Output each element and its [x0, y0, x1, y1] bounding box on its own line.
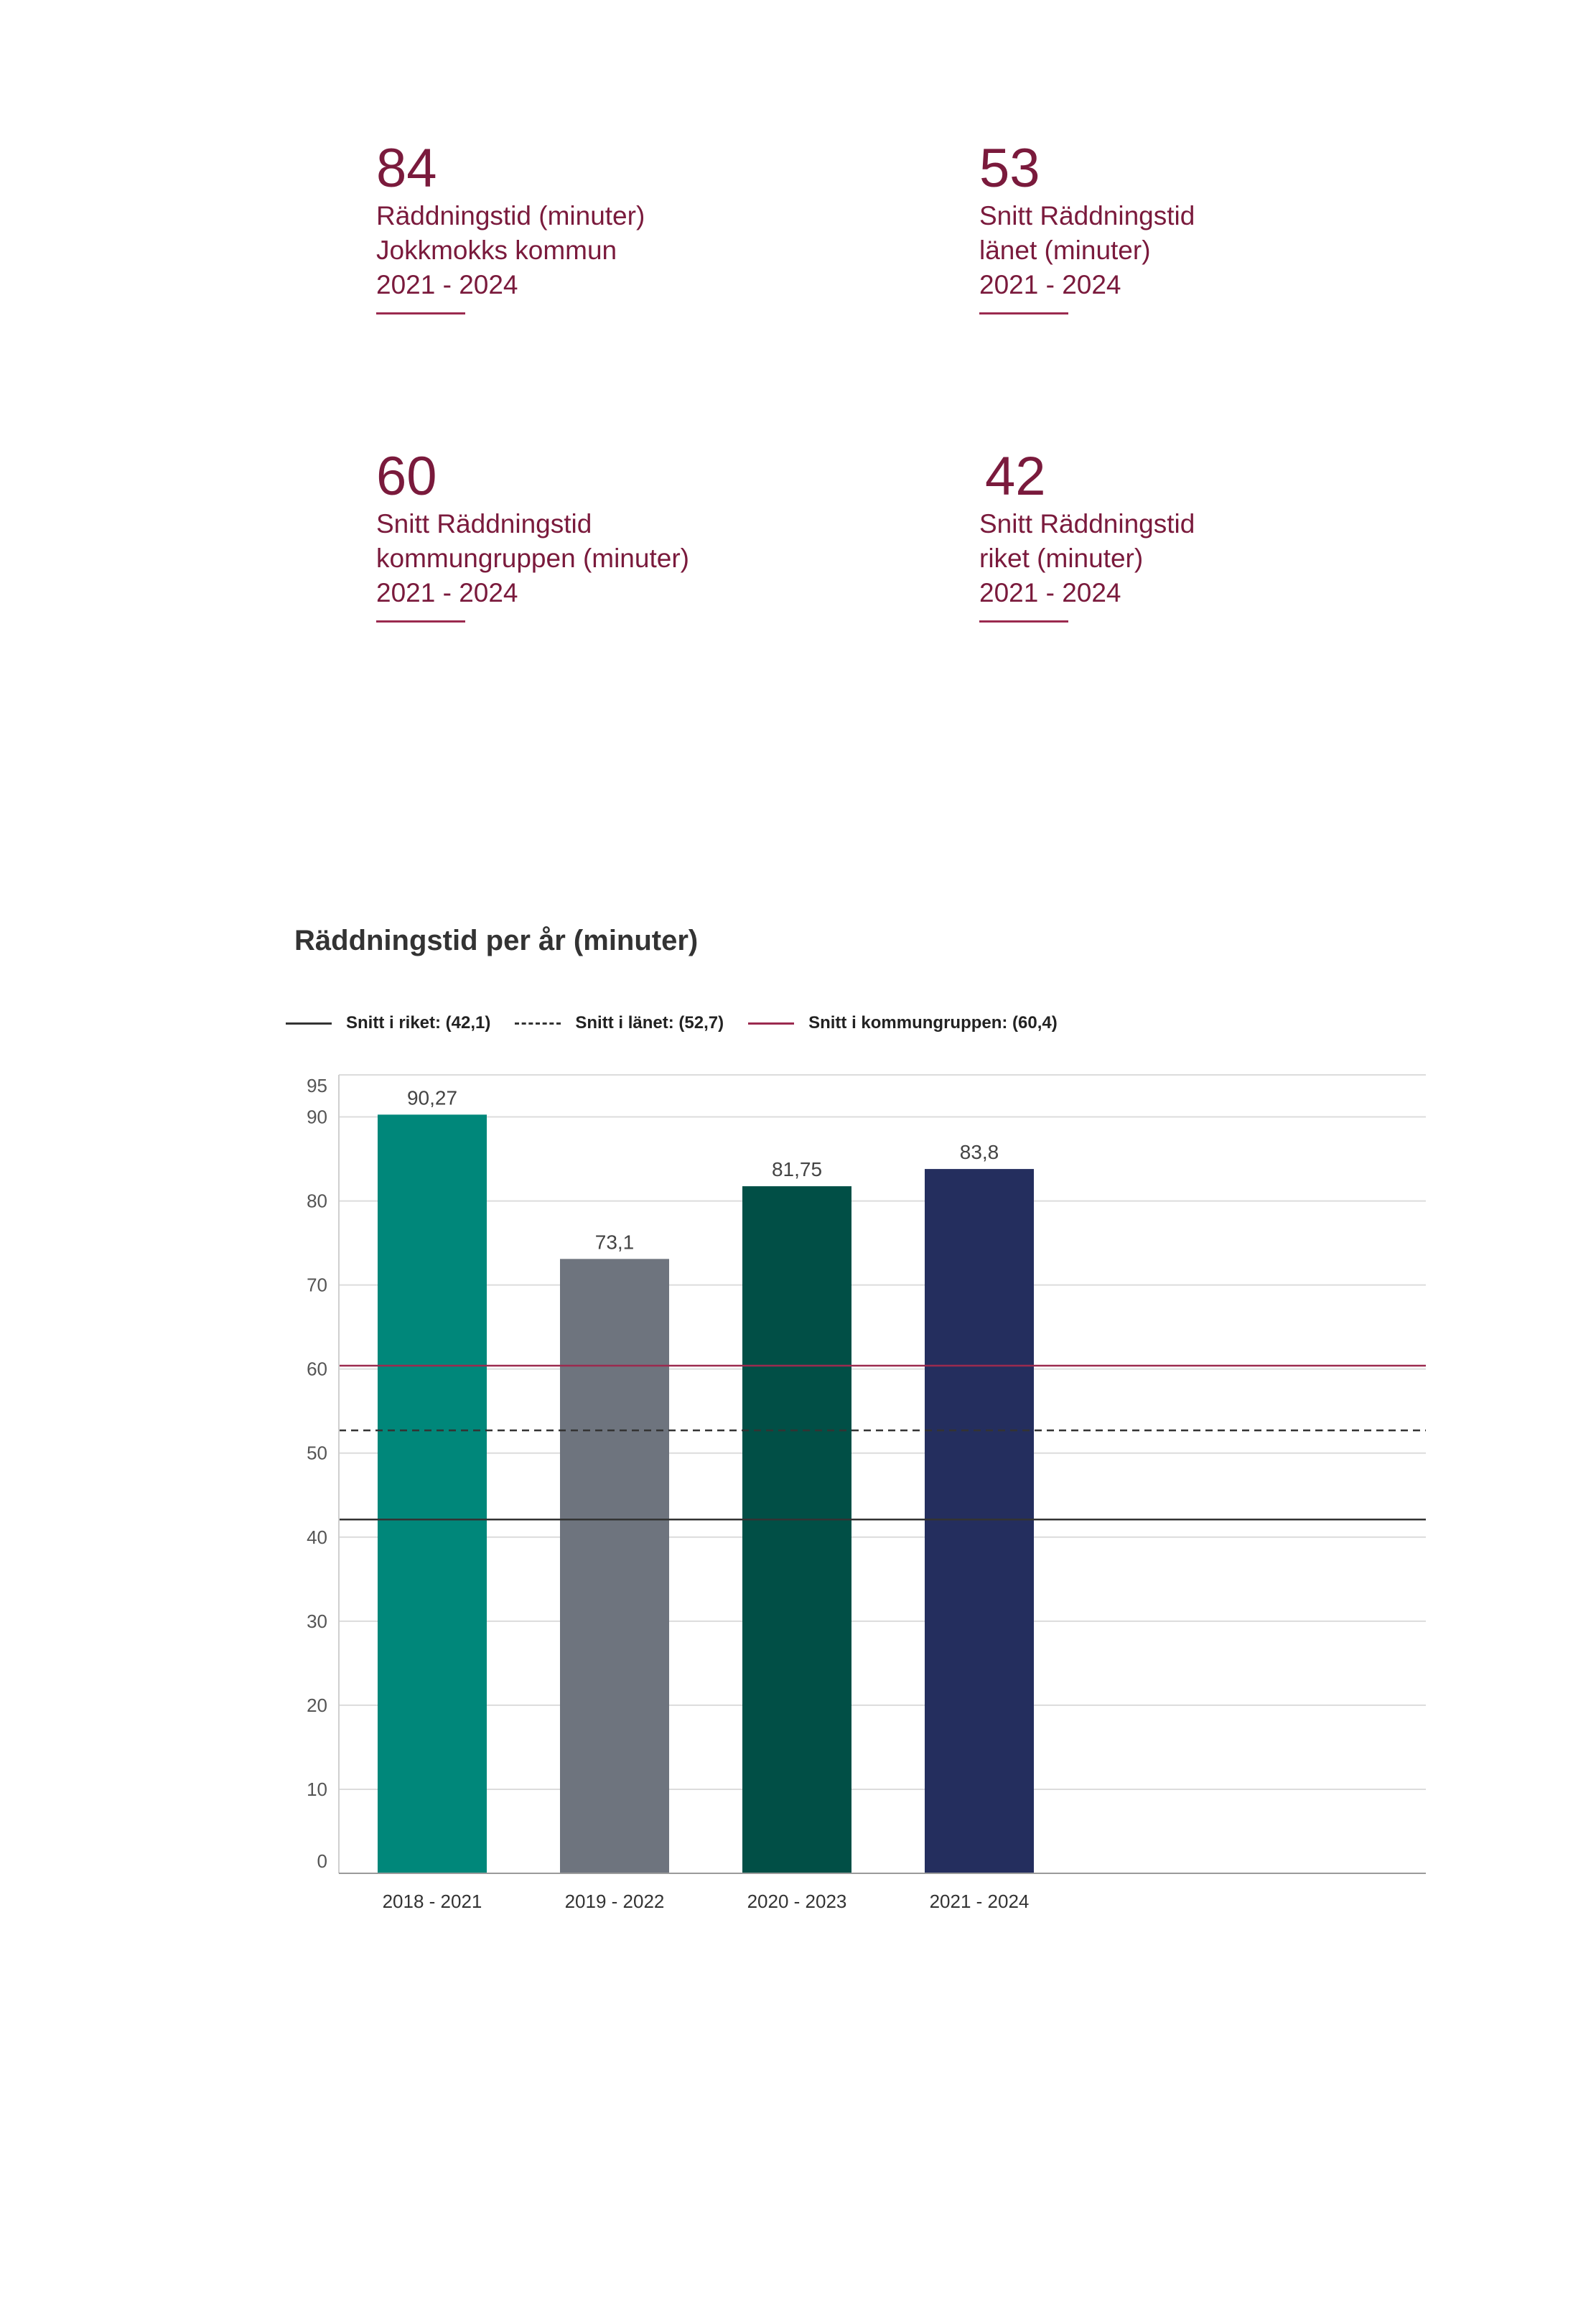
- stat-block-riket: 42 Snitt Räddningstid riket (minuter) 20…: [979, 447, 1195, 623]
- stat-period: 2021 - 2024: [376, 270, 518, 299]
- y-tick-label: 90: [307, 1106, 327, 1128]
- bar: [560, 1259, 669, 1873]
- stat-block-kommungruppen: 60 Snitt Räddningstid kommungruppen (min…: [376, 447, 689, 623]
- stat-label-line: länet (minuter): [979, 236, 1151, 265]
- stat-block-lanet: 53 Snitt Räddningstid länet (minuter) 20…: [979, 139, 1195, 314]
- stat-value: 84: [376, 138, 437, 199]
- y-tick-label: 30: [307, 1611, 327, 1632]
- axis-layer: [338, 1075, 1426, 1874]
- label-layer: 0 10 20 30 40 50 60 70 80 90 95 90,27 2018 - 2021 73,…: [307, 1075, 1029, 1912]
- legend-swatch-solid: [286, 1022, 332, 1025]
- bar-value-label: 83,8: [960, 1141, 999, 1163]
- stat-underline: [979, 620, 1068, 623]
- stat-underline: [376, 312, 465, 314]
- legend-swatch-dashed: [515, 1022, 561, 1025]
- bar-value-label: 90,27: [407, 1086, 457, 1109]
- legend-item-kommungruppen: Snitt i kommungruppen: (60,4): [748, 1013, 1058, 1033]
- bar-layer: [378, 1114, 1034, 1873]
- y-tick-label: 70: [307, 1274, 327, 1296]
- stat-period: 2021 - 2024: [979, 270, 1121, 299]
- stat-label-line: Snitt Räddningstid: [376, 509, 592, 539]
- stat-label-line: Snitt Räddningstid: [979, 509, 1195, 539]
- x-category-label: 2020 - 2023: [747, 1891, 847, 1912]
- legend-item-riket: Snitt i riket: (42,1): [286, 1013, 490, 1033]
- legend-label: Snitt i riket: (42,1): [346, 1013, 491, 1033]
- y-tick-label: 80: [307, 1190, 327, 1212]
- grid-layer: [339, 1074, 1426, 1790]
- stat-block-jokkmokk: 84 Räddningstid (minuter) Jokkmokks komm…: [376, 139, 645, 314]
- reference-line-layer: [339, 1364, 1426, 1521]
- bar-value-label: 73,1: [595, 1231, 635, 1253]
- x-category-label: 2019 - 2022: [565, 1891, 665, 1912]
- y-tick-label: 40: [307, 1527, 327, 1548]
- y-tick-label: 50: [307, 1443, 327, 1464]
- bar: [378, 1114, 487, 1873]
- x-category-label: 2021 - 2024: [930, 1891, 1030, 1912]
- stat-value: 53: [979, 138, 1040, 199]
- y-tick-label: 0: [317, 1850, 327, 1872]
- stat-underline: [979, 312, 1068, 314]
- bar-value-label: 81,75: [772, 1158, 822, 1180]
- y-tick-label: 60: [307, 1358, 327, 1380]
- stat-value: 42: [985, 446, 1046, 507]
- legend-swatch-accent: [748, 1022, 795, 1025]
- legend-label: Snitt i länet: (52,7): [575, 1013, 724, 1033]
- chart-legend: Snitt i riket: (42,1) Snitt i länet: (52…: [286, 1009, 1082, 1038]
- bar: [742, 1186, 851, 1873]
- y-tick-label: 20: [307, 1695, 327, 1716]
- stat-label-line: Snitt Räddningstid: [979, 201, 1195, 230]
- stat-value: 60: [376, 446, 437, 507]
- stat-label-line: Jokkmokks kommun: [376, 236, 617, 265]
- chart-title: Räddningstid per år (minuter): [294, 925, 699, 956]
- x-category-label: 2018 - 2021: [383, 1891, 482, 1912]
- stat-period: 2021 - 2024: [979, 578, 1121, 607]
- legend-item-lanet: Snitt i länet: (52,7): [515, 1013, 724, 1033]
- bar: [925, 1169, 1034, 1873]
- stat-underline: [376, 620, 465, 623]
- stat-label-line: kommungruppen (minuter): [376, 544, 689, 573]
- y-tick-label: 10: [307, 1779, 327, 1800]
- stat-label-line: riket (minuter): [979, 544, 1144, 573]
- stat-label-line: Räddningstid (minuter): [376, 201, 645, 230]
- y-tick-label: 95: [307, 1075, 327, 1096]
- stat-period: 2021 - 2024: [376, 578, 518, 607]
- legend-label: Snitt i kommungruppen: (60,4): [808, 1013, 1058, 1033]
